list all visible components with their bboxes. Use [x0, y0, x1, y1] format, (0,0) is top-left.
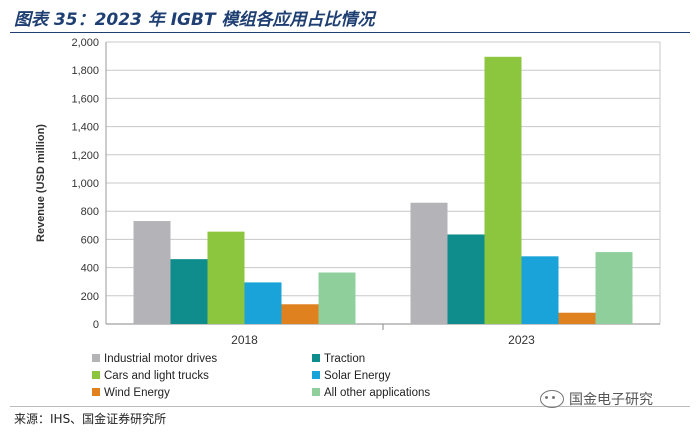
legend-label-wind-energy: Wind Energy [104, 387, 170, 399]
legend-swatch-industrial-motor-drives [92, 354, 100, 362]
y-tick-label: 1,200 [71, 150, 99, 162]
legend-label-solar-energy: Solar Energy [324, 370, 391, 382]
bar-traction-2023 [447, 234, 485, 324]
y-tick-label: 400 [81, 263, 99, 275]
y-tick-label: 1,600 [71, 93, 99, 105]
bar-all-other-applications-2023 [595, 252, 633, 324]
y-tick-label: 2,000 [71, 37, 99, 49]
watermark: 国金电子研究 [540, 389, 653, 409]
bar-solar-energy-2018 [244, 282, 282, 324]
bar-cars-and-light-trucks-2018 [207, 231, 245, 324]
legend-label-traction: Traction [324, 353, 365, 365]
watermark-text: 国金电子研究 [569, 392, 653, 408]
bar-cars-and-light-trucks-2023 [484, 56, 522, 325]
bar-industrial-motor-drives-2023 [410, 202, 448, 324]
title-divider [10, 32, 690, 33]
source-divider [10, 406, 690, 407]
y-tick-label: 600 [81, 234, 99, 246]
legend-swatch-all-other-applications [312, 388, 320, 396]
legend-swatch-traction [312, 354, 320, 362]
bar-traction-2018 [170, 259, 208, 324]
legend-swatch-solar-energy [312, 371, 320, 379]
bar-wind-energy-2018 [281, 304, 319, 324]
legend-label-industrial-motor-drives: Industrial motor drives [104, 353, 217, 365]
y-tick-label: 800 [81, 206, 99, 218]
x-tick-label: 2023 [508, 333, 535, 347]
y-tick-label: 1,400 [71, 122, 99, 134]
source-note: 来源：IHS、国金证券研究所 [14, 412, 167, 426]
bar-all-other-applications-2018 [318, 272, 356, 324]
y-tick-label: 1,800 [71, 65, 99, 77]
x-tick-label: 2018 [231, 333, 258, 347]
wechat-icon [540, 390, 564, 408]
y-tick-label: 200 [81, 291, 99, 303]
y-axis-label: Revenue (USD million) [35, 124, 47, 242]
bar-solar-energy-2023 [521, 256, 559, 324]
y-tick-label: 0 [93, 319, 99, 331]
bar-industrial-motor-drives-2018 [133, 221, 171, 324]
legend-label-cars-and-light-trucks: Cars and light trucks [104, 370, 209, 382]
legend-swatch-wind-energy [92, 388, 100, 396]
y-tick-label: 1,000 [71, 178, 99, 190]
legend-swatch-cars-and-light-trucks [92, 371, 100, 379]
legend-label-all-other-applications: All other applications [324, 387, 430, 399]
figure-title: 图表 35：2023 年 IGBT 模组各应用占比情况 [14, 10, 375, 30]
bar-wind-energy-2023 [558, 312, 596, 324]
